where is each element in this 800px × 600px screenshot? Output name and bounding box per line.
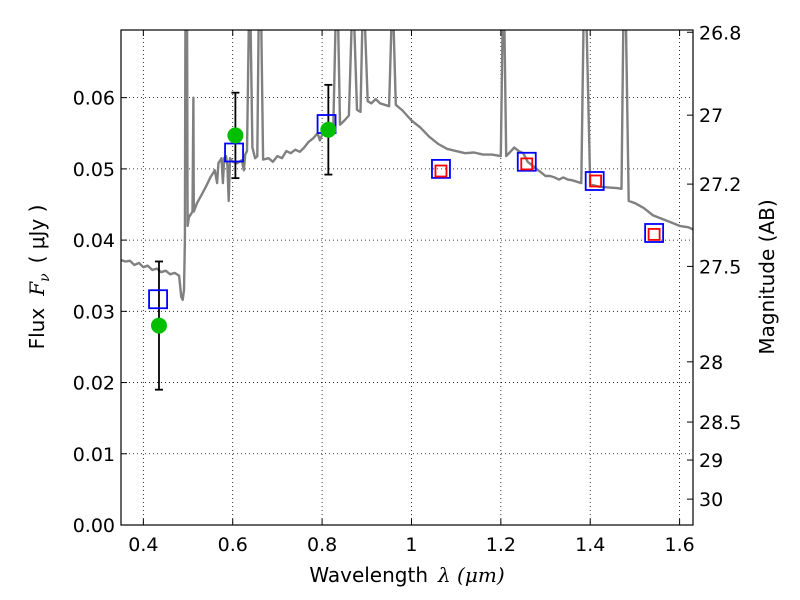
blue-square-marker [584,171,605,191]
x-tick-label: 1.4 [575,534,605,556]
y-tick-label: 0.02 [73,373,115,395]
y2-tick-label: 28.5 [699,412,741,434]
plot-frame [120,29,694,526]
green-circle-marker [150,317,167,334]
x-tick-label: 0.6 [218,534,248,556]
red-square-marker [520,157,534,171]
x-tick-label: 1 [405,534,417,556]
red-square-marker [647,228,661,241]
y2-axis: 26.8 27 27.2 27.5 28 28.5 29 30 [687,22,741,511]
marker-points [148,114,665,334]
y-axis-title: FluxFν( μJy ) [25,205,53,350]
y-axis: 0.00 0.01 0.02 0.03 0.04 0.05 0.06 [73,88,127,537]
y-tick-label: 0.01 [73,444,115,466]
x-axis-title: Wavelength λ (μm) [309,563,504,587]
y-tick-label: 0.03 [73,301,115,323]
y2-tick-label: 27 [699,105,723,127]
x-tick-label: 1.2 [486,534,516,556]
y2-tick-label: 28 [699,352,723,374]
y-tick-label: 0.04 [73,230,115,252]
blue-square-marker [224,142,244,163]
blue-square-marker [516,151,537,172]
green-circle-marker [227,127,244,144]
y-tick-label: 0.06 [73,88,115,110]
y-tick-label: 0.05 [73,159,115,181]
x-tick-label: 0.4 [128,534,158,556]
y2-tick-label: 26.8 [699,22,741,44]
y2-tick-label: 27.5 [699,256,741,278]
red-square-marker [589,174,602,188]
y-tick-label: 0.00 [73,515,115,537]
x-tick-label: 1.6 [664,534,694,556]
x-axis: 0.4 0.6 0.8 1 1.2 1.4 1.6 [128,30,695,556]
y2-tick-label: 27.2 [699,174,741,196]
y2-axis-title: Magnitude (AB) [755,199,779,354]
red-square-marker [434,164,448,178]
y2-tick-label: 30 [699,489,723,511]
plot-background [121,30,693,525]
blue-square-marker [431,158,451,179]
green-circle-marker [320,121,337,138]
y2-tick-label: 29 [699,450,723,472]
blue-square-marker [644,223,665,243]
x-tick-label: 0.8 [307,534,337,556]
blue-square-marker [148,289,168,310]
